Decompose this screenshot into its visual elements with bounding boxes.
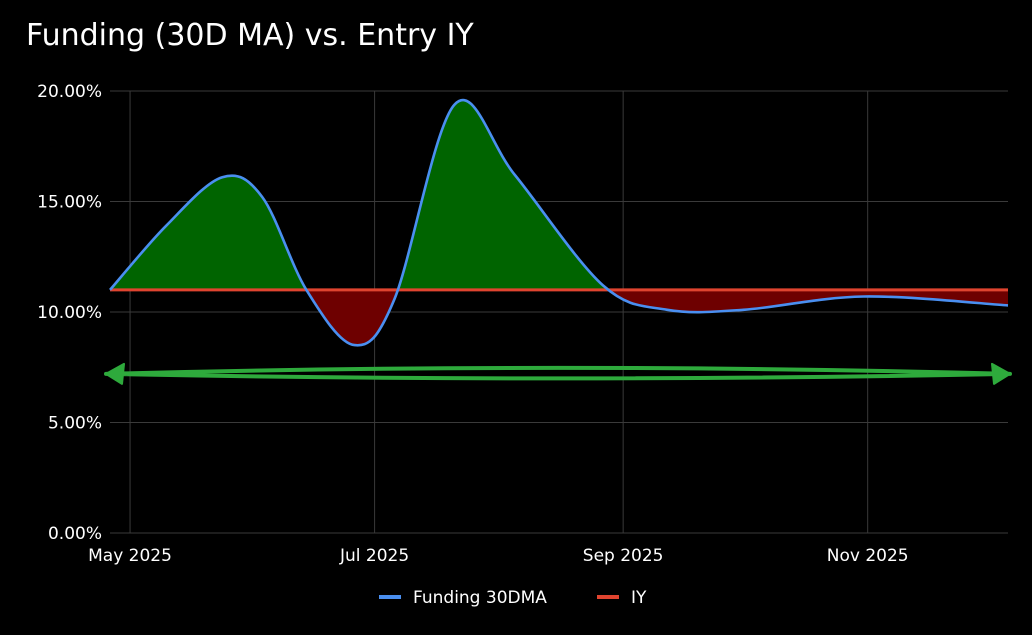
y-tick-label: 0.00% <box>48 524 102 544</box>
legend-label-iy: IY <box>631 588 647 608</box>
x-tick-label: Sep 2025 <box>583 546 664 566</box>
grid <box>110 90 1008 534</box>
series-lines <box>109 98 1009 347</box>
y-tick-label: 15.00% <box>37 193 102 213</box>
annotation-arrowhead-left <box>105 362 125 385</box>
x-tick-label: Nov 2025 <box>827 546 909 566</box>
x-axis: May 2025 Jul 2025 Sep 2025 Nov 2025 <box>88 546 908 566</box>
legend: Funding 30DMA IY <box>379 588 647 608</box>
annotation-arrowhead-right <box>991 362 1011 385</box>
x-tick-label: May 2025 <box>88 546 172 566</box>
y-tick-label: 10.00% <box>37 303 102 323</box>
y-tick-label: 20.00% <box>37 82 102 102</box>
annotations <box>104 362 1012 385</box>
y-axis: 0.00% 5.00% 10.00% 15.00% 20.00% <box>37 82 102 544</box>
x-tick-label: Jul 2025 <box>339 546 409 566</box>
y-tick-label: 5.00% <box>48 414 102 434</box>
area-above-iy <box>110 100 609 290</box>
chart-title: Funding (30D MA) vs. Entry IY <box>26 18 474 53</box>
annotation-arrow-shaft <box>104 365 1012 381</box>
series-line-funding-30dma <box>109 98 1009 347</box>
legend-label-funding-30dma: Funding 30DMA <box>413 588 547 608</box>
